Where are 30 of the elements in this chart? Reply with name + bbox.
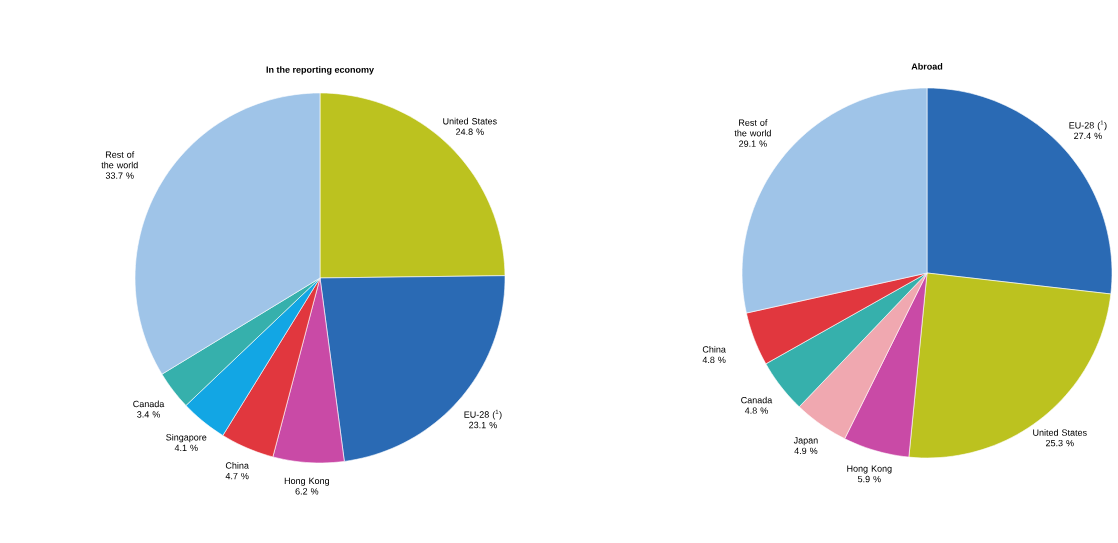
slice-label: Rest of the world — [734, 119, 771, 137]
slice-label: EU-28 ($^{1}$) — [1069, 120, 1107, 131]
data-label: 23.1 % — [469, 421, 497, 429]
data-label: 27.4 % — [1074, 132, 1102, 139]
slice-label: United States — [1033, 429, 1087, 436]
data-label: 4.7 % — [225, 472, 249, 480]
data-label: 29.1 % — [739, 140, 767, 147]
slice-label: Canada — [741, 396, 773, 404]
data-label: 24.8 % — [456, 128, 484, 135]
slice-label: China — [225, 462, 249, 469]
chart-title: Abroad — [911, 63, 943, 70]
slice-label: Hong Kong — [284, 477, 330, 486]
data-label: 33.7 % — [105, 172, 134, 179]
slice-label: Singapore — [166, 433, 207, 443]
data-label: 3.4 % — [137, 411, 160, 418]
data-label: 4.8 % — [744, 407, 768, 414]
data-label: 25.3 % — [1045, 439, 1074, 447]
slice-label: Canada — [133, 400, 165, 408]
data-label: 4.8 % — [702, 356, 726, 364]
slice-label: Hong Kong — [847, 465, 892, 474]
data-label: 4.1 % — [174, 444, 198, 451]
slice-label: Rest of the world — [101, 151, 138, 169]
slice-label: United States — [443, 117, 497, 125]
slice-label: China — [702, 345, 726, 353]
data-label: 5.9 % — [857, 475, 881, 483]
slice-label: Japan — [793, 437, 818, 446]
data-label: 6.2 % — [295, 488, 319, 495]
data-label: 4.9 % — [794, 447, 818, 455]
chart-title: In the reporting economy — [266, 66, 374, 75]
slice-label: EU-28 ($^{1}$) — [464, 409, 502, 420]
